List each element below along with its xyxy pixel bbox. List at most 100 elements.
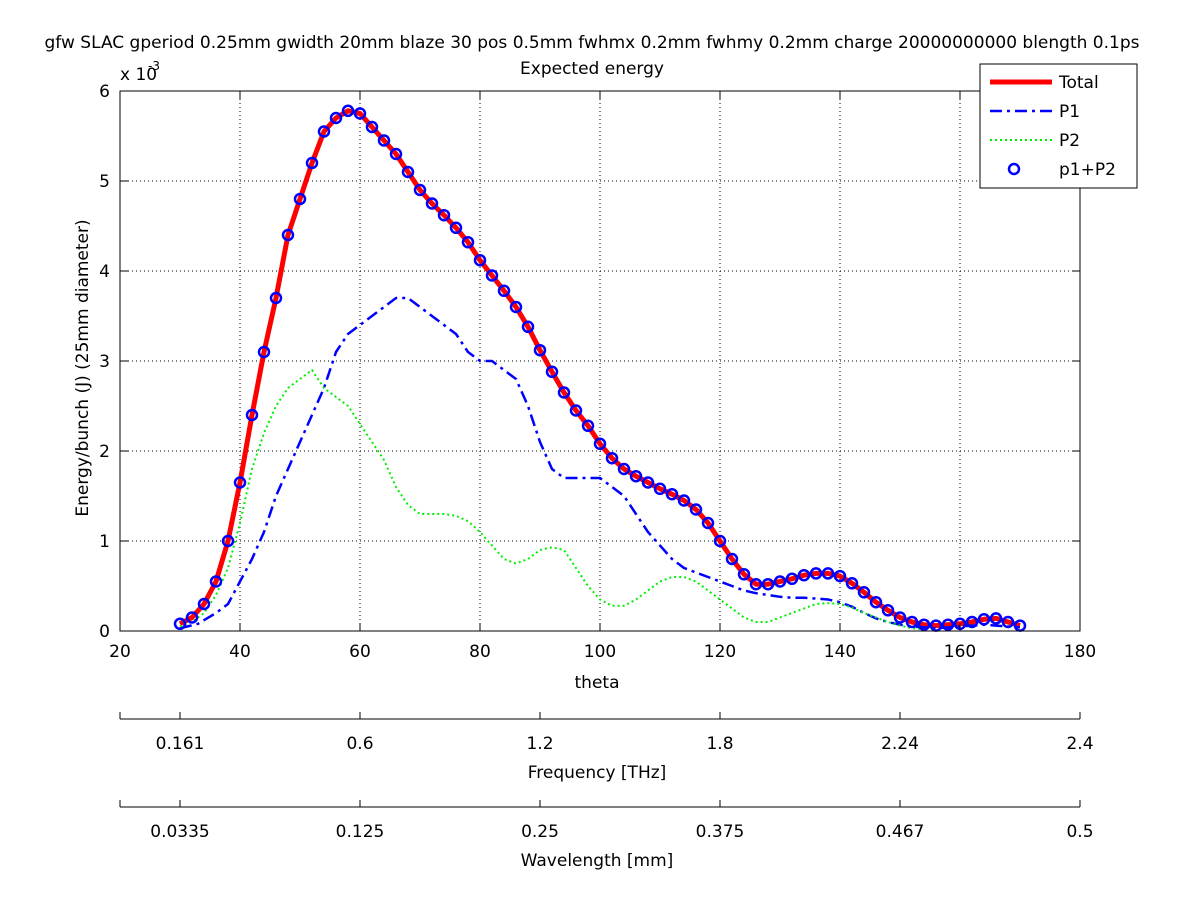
data-point [881,604,895,617]
data-point [737,568,751,581]
legend-label-1: P1 [1059,102,1080,122]
data-point [845,577,859,590]
data-point [293,192,307,206]
data-point [209,575,223,588]
y-tick-label: 6 [99,82,110,102]
data-point [677,494,691,507]
secondary-tick-label: 0.6 [346,734,373,754]
series-layer [173,104,1027,632]
data-point [1001,615,1015,629]
secondary-tick-label: 0.25 [521,822,559,842]
data-point [965,615,979,629]
x-tick-label: 180 [1064,642,1096,662]
secondary-tick-label: 0.467 [876,822,925,842]
data-point [857,586,871,599]
data-point [185,611,199,624]
series-markers-3 [173,104,1027,632]
series-line-2 [179,369,925,631]
data-point [605,451,619,465]
data-point [593,437,607,451]
legend-label-2: P2 [1059,131,1080,151]
y-tick-label: 0 [99,622,110,642]
data-point [905,615,919,629]
data-point [245,408,259,422]
x-tick-label: 140 [824,642,856,662]
data-point [569,404,583,417]
data-point [641,476,655,489]
chart-title: gfw SLAC gperiod 0.25mm gwidth 20mm blaz… [45,33,1140,53]
secondary-tick-label: 1.2 [526,734,553,754]
data-point [317,125,331,138]
secondary-tick-label: 0.161 [156,734,205,754]
x-tick-label: 160 [944,642,976,662]
x-tick-label: 100 [584,642,616,662]
data-point [365,120,379,134]
data-point [257,345,271,359]
data-point [941,618,955,631]
data-point [437,208,451,222]
data-point [785,572,799,586]
data-point [449,221,463,235]
data-point [749,577,763,591]
y-axis-label: Energy/bunch (J) (25mm diameter) [73,219,93,516]
data-point [509,300,523,314]
data-point [773,575,787,588]
data-point [761,577,775,591]
data-point [233,476,247,489]
y-tick-label: 1 [99,532,110,552]
data-point [917,618,931,631]
data-point [197,597,211,611]
y-tick-label: 3 [99,352,110,372]
data-point [545,365,559,379]
data-point [377,134,391,147]
data-point [461,235,475,249]
data-point [797,568,811,582]
secondary-tick-label: 2.4 [1066,734,1093,754]
secondary-axis-label: Frequency [THz] [528,763,667,783]
x-tick-label: 20 [109,642,131,662]
secondary-tick-label: 0.0335 [150,822,209,842]
data-point [521,320,535,334]
data-point [173,617,187,631]
x-tick-label: 120 [704,642,736,662]
secondary-tick-label: 0.375 [696,822,745,842]
data-point [809,567,823,580]
data-point [701,516,715,530]
y-tick-label: 4 [99,262,110,282]
data-point [725,552,739,566]
data-point [557,386,571,399]
data-point [689,503,703,516]
legend-label-3: p1+P2 [1059,160,1116,180]
legend-label-0: Total [1058,73,1099,93]
secondary-tick-label: 0.125 [336,822,385,842]
data-point [833,569,847,583]
y-ticks: 0 1 2 3 4 5 6 [99,82,1080,642]
data-point [869,595,883,609]
data-point [425,197,439,210]
legend-box [979,63,1138,189]
secondary-axis-label: Wavelength [mm] [521,851,674,871]
secondary-axes: 0.161 0.6 1.2 1.8 2.24 2.4 Frequency [THz] 0.03… [119,712,1094,871]
data-point [977,613,991,626]
x-ticks: 20 40 60 80 100 120 140 160 180 [109,91,1096,662]
x-tick-label: 80 [469,642,491,662]
data-point [821,567,835,580]
data-point [989,612,1003,625]
data-point [485,269,499,282]
x-tick-label: 40 [229,642,251,662]
data-point [281,228,295,242]
data-point [665,487,679,501]
y-tick-label: 5 [99,172,110,192]
x-tick-label: 60 [349,642,371,662]
data-point [473,253,487,267]
data-point [713,534,727,548]
data-point [497,284,511,298]
series-line-1 [179,296,1021,630]
data-point [617,462,631,476]
y-exponent-power: -3 [148,59,160,73]
data-point [341,104,355,118]
secondary-tick-label: 0.5 [1066,822,1093,842]
data-point [413,183,427,197]
x-axis-label: theta [575,673,620,693]
